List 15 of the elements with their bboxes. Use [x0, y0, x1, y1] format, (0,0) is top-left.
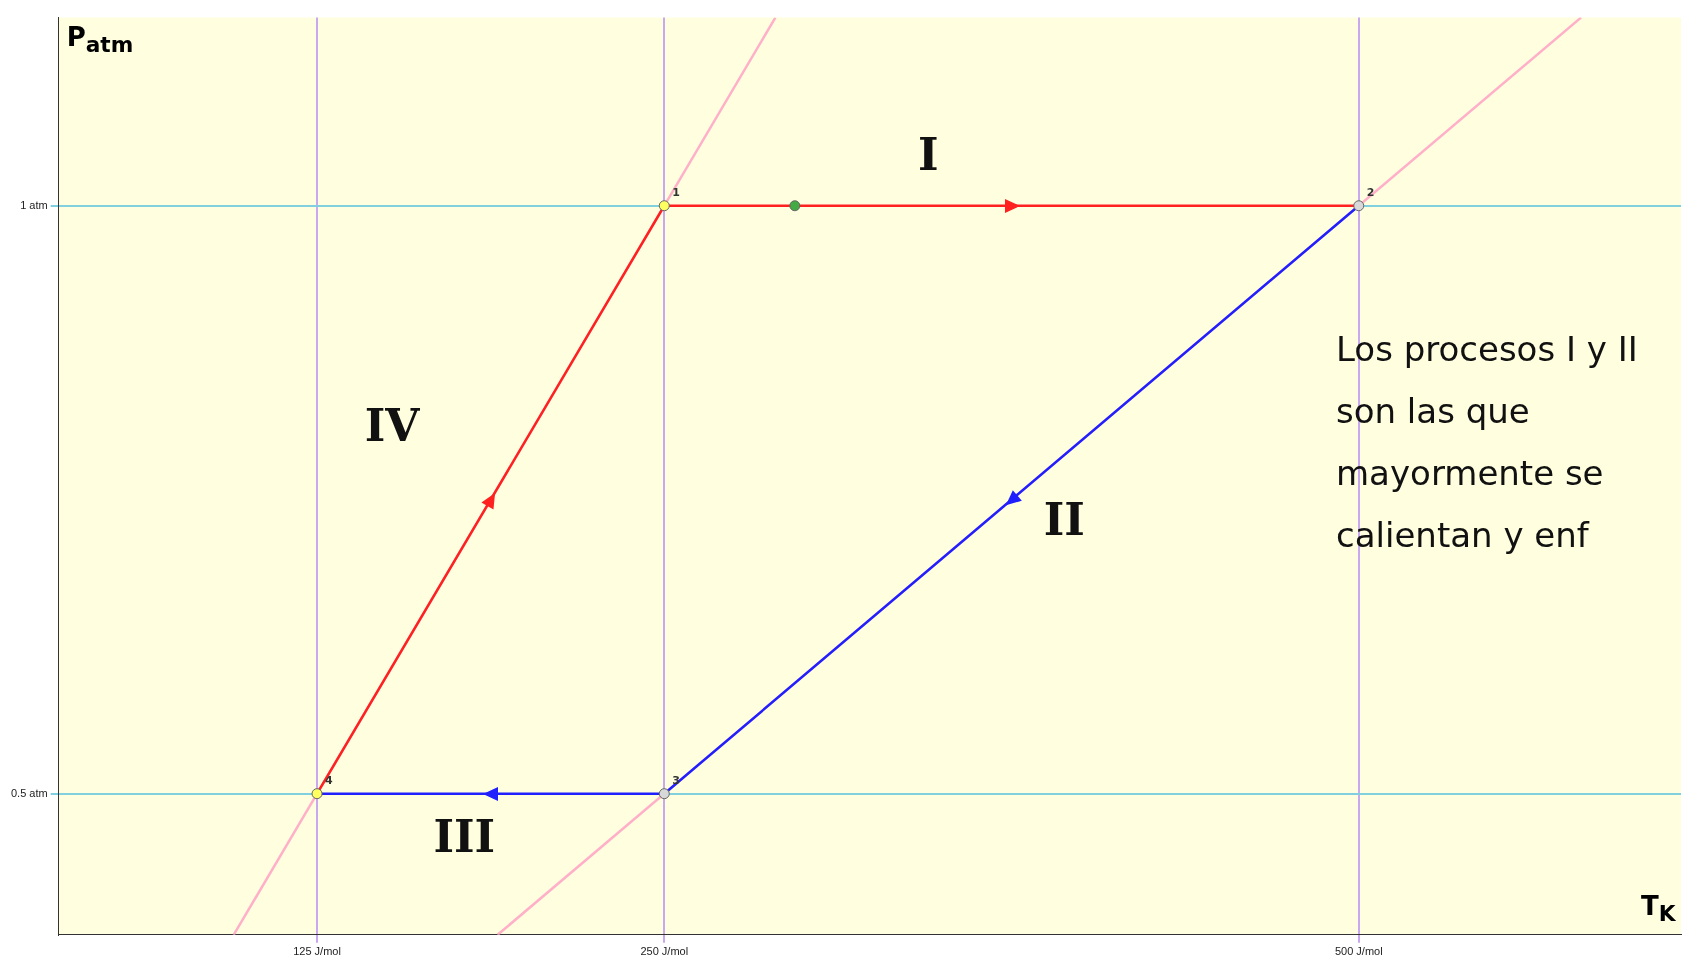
x-axis-title: T$_{K}$: [1641, 890, 1676, 926]
annotation: IV: [364, 399, 421, 451]
annotation: II: [1043, 493, 1085, 545]
x-tick-label: 500 J/mol: [1334, 945, 1383, 958]
annotation: 4: [325, 774, 334, 788]
annotation: 2: [1366, 186, 1375, 200]
annotation: 1: [672, 186, 680, 200]
y-tick-label: 1 atm: [20, 198, 48, 211]
y-tick-label: 0.5 atm: [11, 786, 48, 799]
x-tick-label: 250 J/mol: [640, 945, 689, 958]
annotation: Los procesos I y II son las que mayormente se calientan y enf: [1336, 328, 1639, 557]
y-axis-title: P$_{atm}$: [66, 21, 134, 57]
x-tick-label: 125 J/mol: [293, 945, 341, 958]
annotation: III: [433, 811, 496, 863]
annotation: I: [917, 129, 939, 181]
